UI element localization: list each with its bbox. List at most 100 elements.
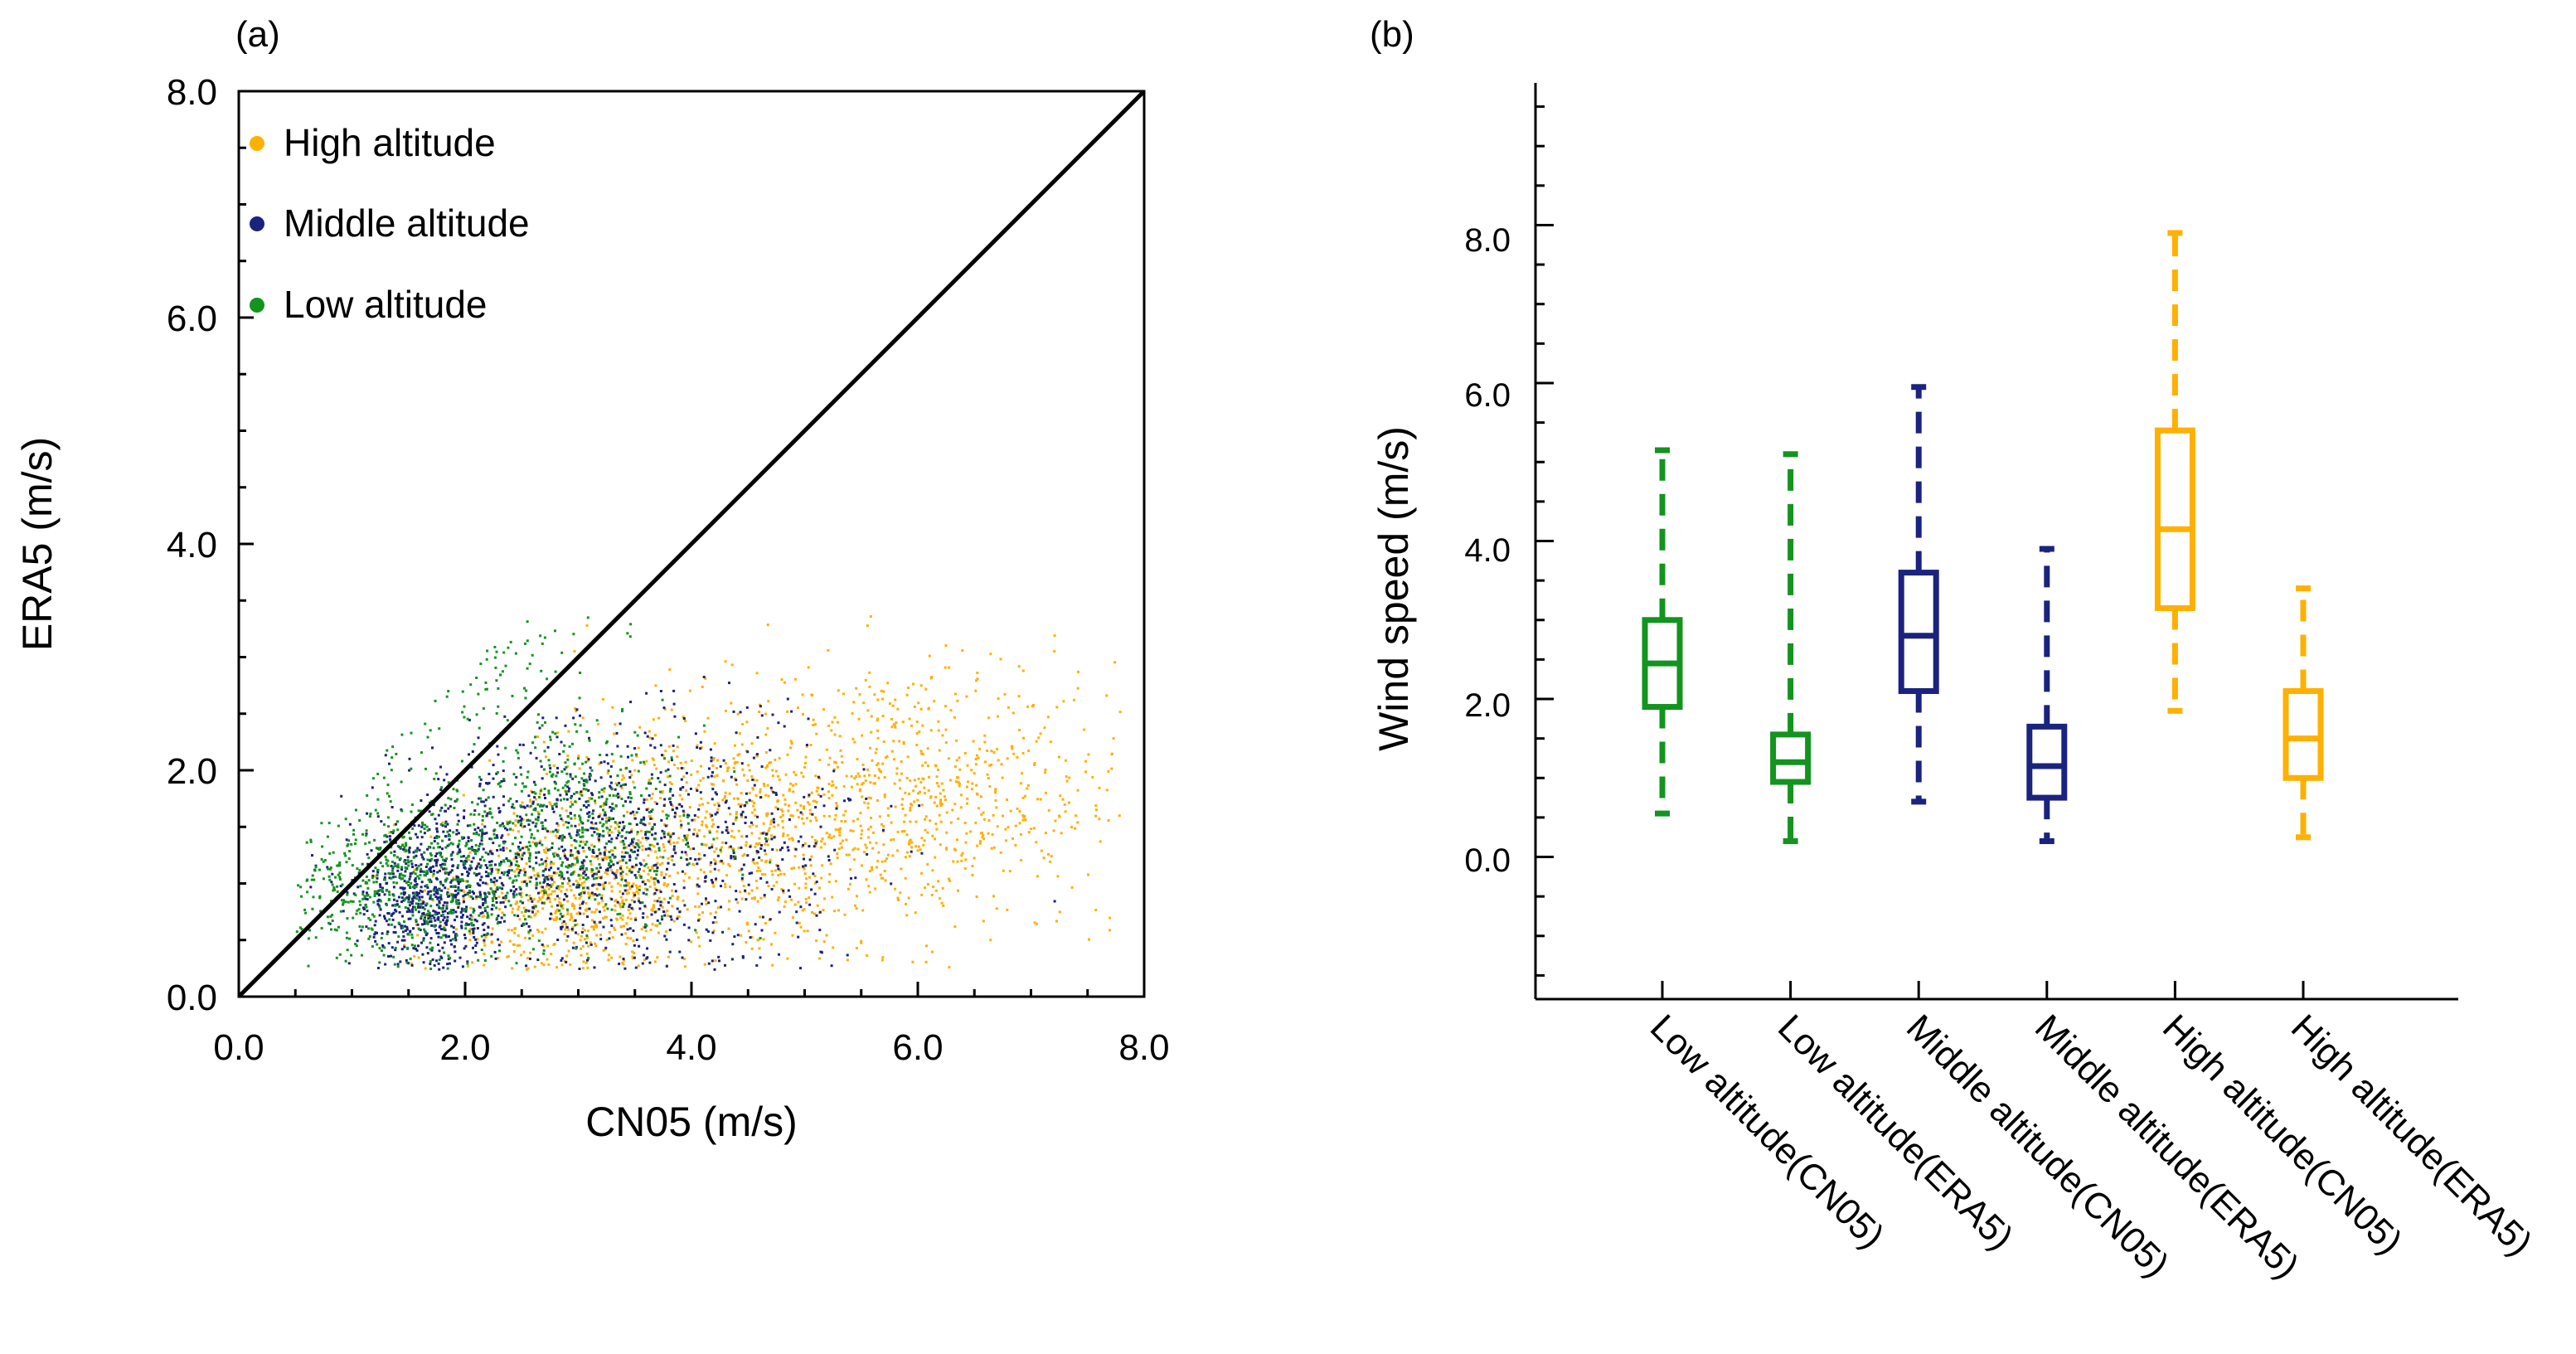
data-point <box>779 872 783 876</box>
data-point <box>581 835 585 838</box>
data-point <box>910 803 913 806</box>
data-point <box>823 897 827 900</box>
data-point <box>609 919 613 922</box>
data-point <box>813 845 816 848</box>
data-point <box>896 830 900 833</box>
data-point <box>621 892 624 895</box>
data-point <box>573 817 576 820</box>
data-point <box>477 736 480 740</box>
data-point <box>478 782 482 785</box>
data-point <box>474 843 478 847</box>
data-point <box>421 821 424 824</box>
data-point <box>611 706 614 709</box>
data-point <box>458 842 461 846</box>
data-point <box>372 915 376 918</box>
data-point <box>705 824 708 827</box>
data-point <box>648 830 651 833</box>
data-point <box>754 845 757 848</box>
data-point <box>560 873 564 876</box>
data-point <box>424 916 426 920</box>
data-point <box>863 801 866 804</box>
data-point <box>790 898 793 901</box>
data-point <box>1004 827 1007 831</box>
data-point <box>633 730 637 734</box>
data-point <box>580 793 584 797</box>
data-point <box>483 891 487 895</box>
data-point <box>596 832 599 836</box>
data-point <box>449 798 453 801</box>
data-point <box>424 914 428 917</box>
data-point <box>417 910 420 914</box>
data-point <box>512 806 516 809</box>
data-point <box>462 861 465 864</box>
data-point <box>686 845 690 848</box>
data-point <box>582 788 585 791</box>
data-point <box>461 909 464 912</box>
data-point <box>543 750 546 753</box>
data-point <box>542 740 546 744</box>
data-point <box>380 936 383 939</box>
data-point <box>338 861 342 864</box>
data-point <box>721 861 725 865</box>
data-point <box>723 796 726 799</box>
data-point <box>799 804 803 807</box>
data-point <box>835 786 838 789</box>
data-point <box>1035 740 1038 743</box>
data-point <box>363 895 366 898</box>
data-point <box>583 891 586 895</box>
data-point <box>407 932 410 935</box>
data-point <box>488 807 492 810</box>
data-point <box>1056 875 1060 878</box>
data-point <box>753 802 756 804</box>
data-point <box>410 767 413 770</box>
data-point <box>543 878 546 881</box>
data-point <box>575 730 579 733</box>
data-point <box>415 920 418 923</box>
data-point <box>646 735 649 738</box>
data-point <box>837 828 840 832</box>
data-point <box>813 881 817 885</box>
data-point <box>585 624 589 627</box>
data-point <box>387 899 391 901</box>
data-point <box>682 923 686 926</box>
data-point <box>455 878 458 881</box>
data-point <box>435 912 439 915</box>
data-point <box>553 803 556 806</box>
data-point <box>937 720 940 723</box>
data-point <box>938 813 941 817</box>
data-point <box>621 840 624 843</box>
data-point <box>522 915 526 918</box>
data-point <box>534 807 537 810</box>
data-point <box>631 865 634 868</box>
data-point <box>463 861 466 865</box>
data-point <box>793 866 796 870</box>
data-point <box>465 922 468 925</box>
data-point <box>547 874 551 877</box>
data-point <box>631 957 634 960</box>
data-point <box>451 938 454 941</box>
data-point <box>814 842 817 845</box>
data-point <box>630 754 633 757</box>
data-point <box>417 944 420 948</box>
data-point <box>809 864 813 867</box>
data-point <box>406 859 410 862</box>
data-point <box>526 967 530 970</box>
data-point <box>768 761 771 764</box>
data-point <box>539 789 542 793</box>
data-point <box>378 914 381 917</box>
data-point <box>707 962 711 965</box>
data-point <box>394 931 397 934</box>
data-point <box>638 888 641 891</box>
data-point <box>414 880 417 883</box>
data-point <box>674 813 677 816</box>
data-point <box>783 872 786 876</box>
data-point <box>1040 849 1043 852</box>
data-point <box>512 907 515 910</box>
data-point <box>868 671 871 674</box>
data-point <box>621 871 624 874</box>
data-point <box>556 939 560 941</box>
data-point <box>949 821 953 824</box>
data-point <box>771 848 774 852</box>
data-point <box>942 789 945 792</box>
data-point <box>631 838 633 842</box>
